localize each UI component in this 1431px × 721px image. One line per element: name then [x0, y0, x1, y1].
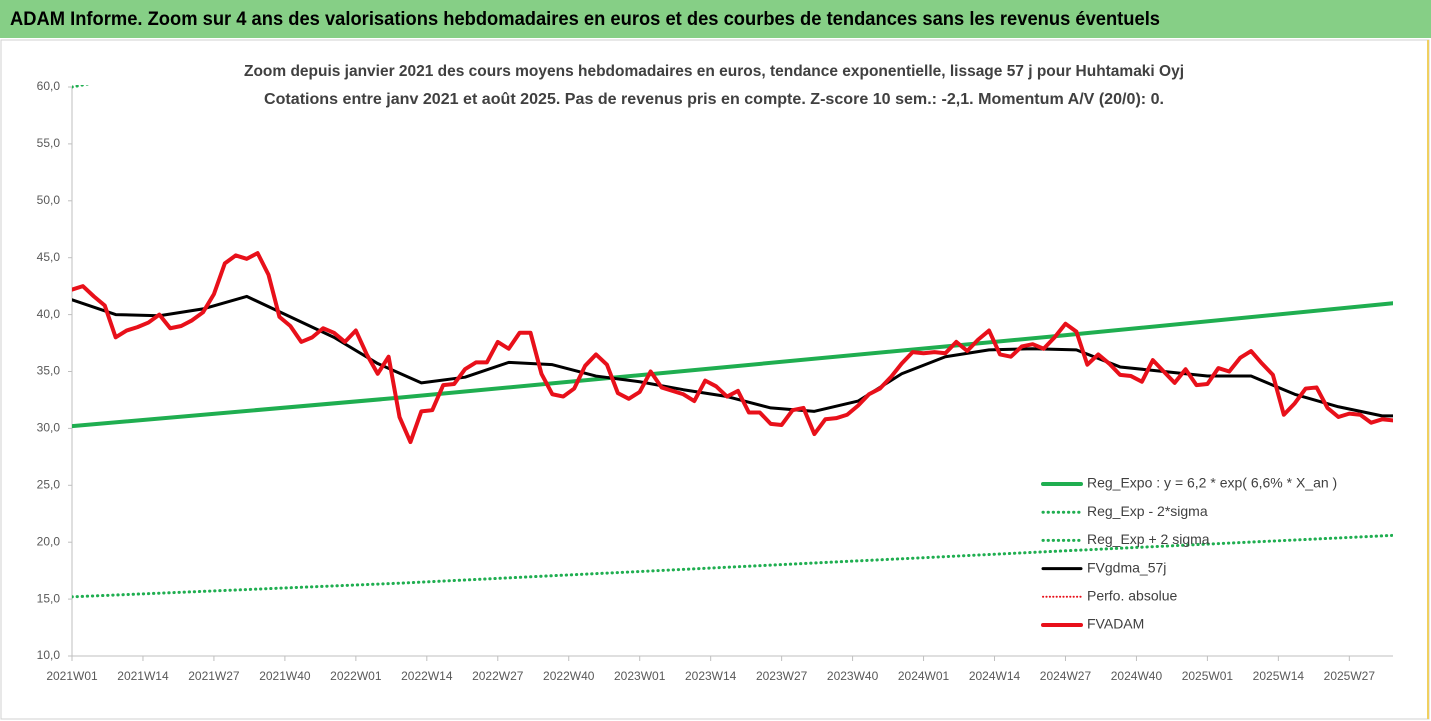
- y-tick-label: 35,0: [37, 364, 61, 378]
- y-tick-label: 15,0: [37, 591, 61, 605]
- x-tick-label: 2025W01: [1182, 669, 1234, 683]
- x-tick-label: 2025W14: [1253, 669, 1305, 683]
- x-tick-label: 2022W27: [472, 669, 524, 683]
- x-tick-label: 2021W40: [259, 669, 311, 683]
- y-tick-label: 40,0: [37, 307, 61, 321]
- legend-label: Reg_Expo : y = 6,2 * exp( 6,6% * X_an ): [1087, 475, 1337, 491]
- title-box: [225, 56, 1203, 114]
- y-tick-label: 20,0: [37, 534, 61, 548]
- legend: Reg_Expo : y = 6,2 * exp( 6,6% * X_an ) R…: [1041, 475, 1337, 632]
- y-tick-label: 25,0: [37, 477, 61, 491]
- y-tick-label: 60,0: [37, 79, 61, 93]
- plot-area: 10,0 15,0 20,0 25,0 30,0 35,0 40,0 45,0 50,0 55,0…: [37, 79, 1393, 683]
- series-line: [72, 301, 1393, 429]
- x-tick-label: 2025W27: [1324, 669, 1376, 683]
- legend-label: Reg_Exp + 2 sigma: [1087, 531, 1210, 547]
- y-tick-label: 10,0: [37, 648, 61, 662]
- series-line: [72, 251, 1393, 445]
- series-group: [72, 85, 1393, 599]
- x-tick-label: 2023W14: [685, 669, 737, 683]
- x-tick-label: 2022W40: [543, 669, 595, 683]
- x-tick-label: 2024W40: [1111, 669, 1163, 683]
- legend-label: FVgdma_57j: [1087, 559, 1166, 575]
- header-title: ADAM Informe. Zoom sur 4 ans des valoris…: [10, 9, 1160, 30]
- header-bar: [0, 0, 1431, 38]
- x-tick-label: 2024W01: [898, 669, 950, 683]
- legend-label: Perfo. absolue: [1087, 588, 1177, 604]
- x-tick-label: 2023W27: [756, 669, 808, 683]
- series-line: [72, 294, 1393, 418]
- x-tick-label: 2021W27: [188, 669, 240, 683]
- y-tick-label: 30,0: [37, 421, 61, 435]
- x-tick-label: 2021W14: [117, 669, 169, 683]
- chart-subtitle: Cotations entre janv 2021 et août 2025. …: [264, 91, 1164, 108]
- legend-label: Reg_Exp - 2*sigma: [1087, 503, 1208, 519]
- x-tick-label: 2024W14: [969, 669, 1021, 683]
- chart-title: Zoom depuis janvier 2021 des cours moyen…: [244, 63, 1184, 80]
- x-tick-label: 2022W14: [401, 669, 453, 683]
- x-tick-label: 2023W01: [614, 669, 666, 683]
- y-tick-label: 45,0: [37, 250, 61, 264]
- x-tick-label: 2024W27: [1040, 669, 1092, 683]
- x-tick-label: 2023W40: [827, 669, 879, 683]
- y-tick-label: 55,0: [37, 136, 61, 150]
- series-line: [72, 533, 1393, 599]
- x-tick-label: 2021W01: [46, 669, 98, 683]
- legend-label: FVADAM: [1087, 616, 1144, 632]
- x-tick-label: 2022W01: [330, 669, 382, 683]
- y-tick-label: 50,0: [37, 193, 61, 207]
- chart-frame: [0, 39, 1430, 720]
